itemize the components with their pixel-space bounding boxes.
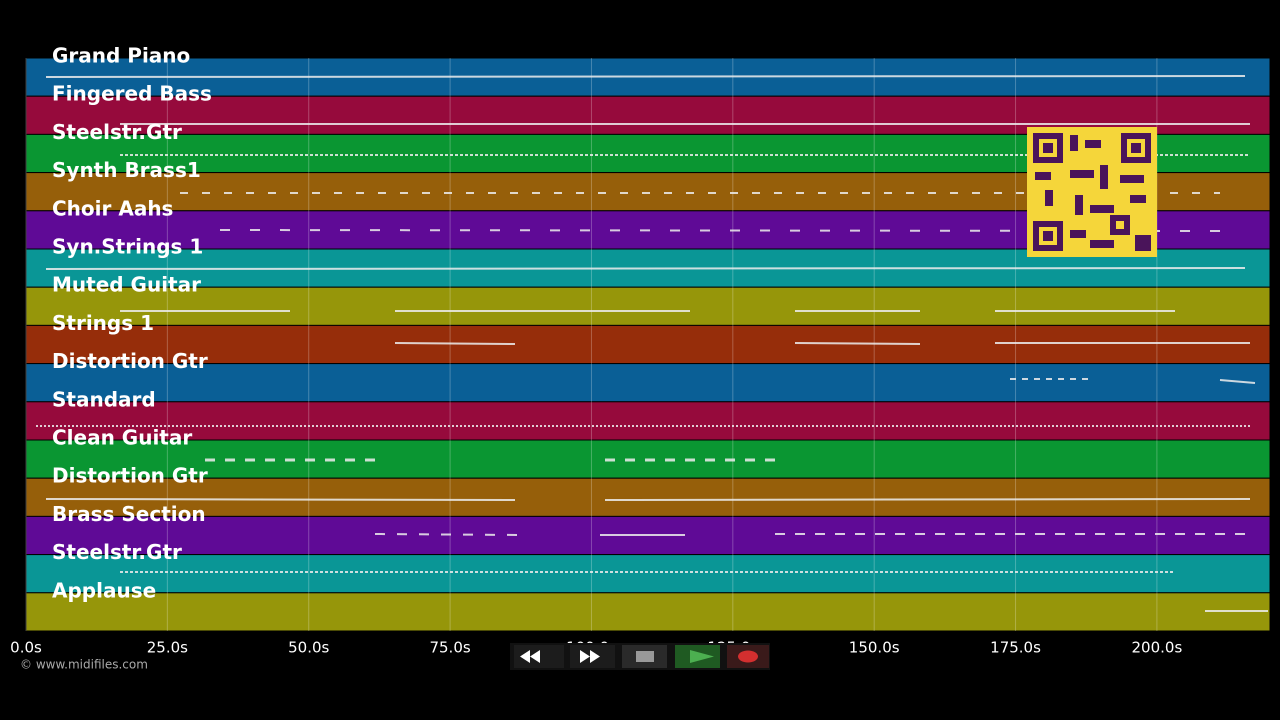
- qr-code: [1027, 127, 1157, 257]
- track-label: Standard: [52, 387, 156, 411]
- forward-button[interactable]: [570, 645, 615, 668]
- tick-label: 200.0s: [1132, 639, 1183, 657]
- track-label: Muted Guitar: [52, 273, 201, 297]
- tick-label: 75.0s: [429, 639, 470, 657]
- play-button[interactable]: [675, 645, 720, 668]
- track-label: Grand Piano: [52, 44, 190, 68]
- track-row: [25, 286, 1271, 326]
- transport-controls: [510, 643, 770, 670]
- tick-label: 175.0s: [990, 639, 1041, 657]
- track-row: [25, 324, 1271, 365]
- tick-label: 0.0s: [10, 639, 42, 657]
- track-row: [25, 477, 1271, 517]
- track-label: Applause: [52, 578, 156, 602]
- tick-label: 25.0s: [147, 639, 188, 657]
- record-button[interactable]: [727, 645, 769, 668]
- track-label: Distortion Gtr: [52, 349, 208, 373]
- track-label: Syn.Strings 1: [52, 235, 203, 259]
- notes: [36, 75, 1268, 612]
- track-label: Fingered Bass: [52, 82, 212, 106]
- track-label: Clean Guitar: [52, 426, 192, 450]
- copyright: © www.midifiles.com: [20, 658, 148, 672]
- tick-label: 50.0s: [288, 639, 329, 657]
- track-label: Distortion Gtr: [52, 464, 208, 488]
- tick-label: 150.0s: [849, 639, 900, 657]
- track-row: [25, 401, 1271, 441]
- track-label: Choir Aahs: [52, 196, 173, 220]
- track-row: [25, 592, 1271, 632]
- track-label: Steelstr.Gtr: [52, 540, 182, 564]
- track-label: Strings 1: [52, 311, 154, 335]
- stop-button[interactable]: [622, 645, 667, 668]
- track-row: [25, 554, 1271, 594]
- track-row: [25, 363, 1271, 403]
- track-label: Steelstr.Gtr: [52, 120, 182, 144]
- rewind-button[interactable]: [514, 645, 564, 668]
- track-labels: Grand Piano Fingered Bass Steelstr.Gtr Synt…: [52, 44, 212, 603]
- track-label: Synth Brass1: [52, 158, 201, 182]
- track-label: Brass Section: [52, 502, 206, 526]
